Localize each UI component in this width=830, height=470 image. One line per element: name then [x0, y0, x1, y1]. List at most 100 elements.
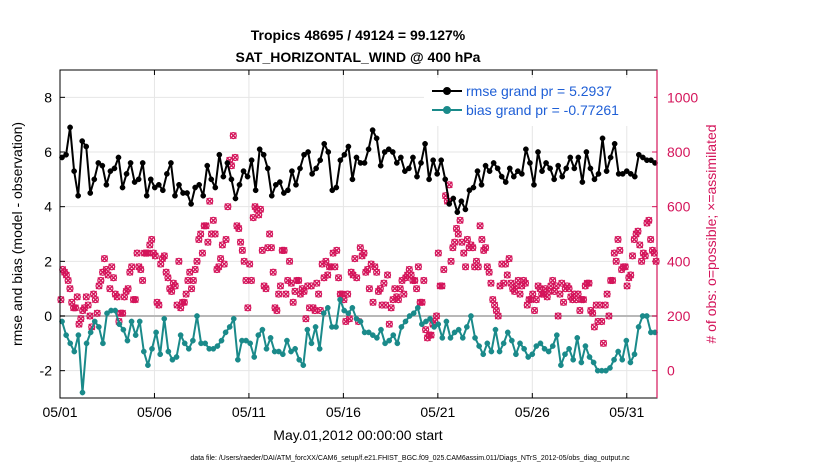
possible-obs-marker: [202, 222, 210, 230]
rmse-point: [514, 168, 521, 174]
bias-point: [590, 359, 597, 366]
rmse-point: [252, 187, 259, 194]
rmse-point: [498, 173, 505, 180]
bias-point: [112, 307, 119, 314]
rmse-point: [111, 165, 118, 172]
assimilated-obs-marker: [204, 238, 212, 246]
assimilated-obs-marker: [469, 244, 477, 252]
bias-point: [345, 310, 352, 317]
bias-point: [91, 318, 98, 325]
possible-obs-marker: [333, 246, 341, 254]
rmse-point: [462, 206, 469, 213]
possible-obs-marker: [447, 257, 455, 265]
rmse-point: [220, 173, 227, 180]
assimilated-obs-marker: [364, 266, 372, 274]
bias-point: [87, 329, 94, 336]
assimilated-obs-marker: [360, 249, 368, 257]
assimilated-obs-marker: [102, 266, 110, 274]
bias-point: [611, 356, 617, 363]
possible-obs-marker: [285, 257, 294, 265]
assimilated-obs-marker: [645, 216, 653, 224]
bias-point: [267, 335, 274, 341]
assimilated-obs-marker: [66, 285, 74, 293]
possible-obs-marker: [235, 224, 243, 233]
rmse-point: [240, 168, 247, 174]
assimilated-obs-marker: [456, 216, 464, 224]
assimilated-obs-marker: [538, 290, 546, 298]
assimilated-obs-marker: [476, 222, 484, 230]
rmse-point: [208, 176, 215, 183]
rmse-point: [531, 181, 537, 188]
assimilated-obs-marker: [560, 298, 568, 306]
rmse-point: [510, 173, 517, 180]
assimilated-obs-marker: [344, 290, 352, 298]
assimilated-obs-marker: [275, 290, 283, 298]
assimilated-obs-marker: [286, 257, 294, 265]
assimilated-obs-marker: [599, 339, 607, 347]
possible-obs-marker: [634, 227, 642, 235]
rmse-point: [398, 154, 404, 161]
bias-point: [214, 343, 221, 349]
rmse-point: [91, 176, 98, 183]
bias-point: [533, 343, 540, 349]
bias-point: [562, 351, 568, 358]
assimilated-obs-marker: [237, 238, 245, 246]
bias-point: [145, 362, 151, 369]
rmse-point: [228, 176, 235, 183]
assimilated-obs-marker: [612, 257, 620, 265]
rmse-point: [164, 171, 170, 177]
assimilated-obs-marker: [180, 298, 188, 306]
assimilated-obs-marker: [365, 285, 373, 293]
assimilated-obs-marker: [438, 282, 446, 290]
possible-obs-marker: [100, 255, 109, 263]
possible-obs-marker: [236, 238, 245, 246]
bias-point: [304, 326, 311, 333]
possible-obs-marker: [300, 287, 308, 295]
assimilated-obs-marker: [157, 260, 165, 268]
assimilated-obs-marker: [222, 235, 230, 243]
possible-obs-marker: [363, 265, 372, 274]
rmse-point: [192, 184, 198, 191]
possible-obs-marker: [418, 298, 426, 306]
rmse-point: [256, 146, 263, 153]
assimilated-obs-marker: [460, 249, 468, 257]
rmse-point: [188, 201, 194, 207]
possible-obs-marker: [204, 238, 212, 246]
possible-obs-marker: [460, 249, 468, 257]
bias-point: [619, 356, 626, 363]
bias-point: [177, 332, 184, 338]
assimilated-obs-marker: [610, 249, 618, 257]
rmse-point: [95, 160, 102, 166]
rmse-point: [301, 151, 307, 158]
rmse-point: [579, 179, 586, 185]
rmse-point: [587, 165, 594, 172]
bias-point: [349, 304, 356, 311]
rmse-point: [333, 184, 340, 191]
assimilated-obs-marker: [186, 268, 194, 276]
possible-obs-marker: [282, 290, 290, 298]
assimilated-obs-marker: [572, 296, 580, 304]
bias-point: [566, 345, 572, 352]
rmse-point: [527, 160, 533, 166]
bias-point: [218, 337, 225, 344]
assimilated-obs-marker: [585, 279, 593, 287]
assimilated-obs-marker: [188, 285, 196, 293]
assimilated-obs-marker: [91, 296, 99, 304]
rmse-point: [264, 165, 271, 172]
rmse-point: [385, 146, 392, 153]
rmse-point: [123, 171, 130, 177]
assimilated-obs-marker: [335, 274, 343, 282]
rmse-point: [426, 176, 432, 183]
bias-point: [459, 335, 466, 341]
possible-obs-marker: [238, 246, 246, 254]
assimilated-obs-marker: [331, 263, 339, 271]
assimilated-obs-marker: [209, 216, 217, 224]
bias-point: [578, 359, 585, 366]
assimilated-obs-marker: [220, 260, 228, 268]
bias-point: [230, 315, 237, 322]
rmse-point: [535, 149, 541, 155]
possible-obs-marker: [599, 339, 608, 347]
assimilated-obs-marker: [636, 241, 644, 249]
x-tick-label: 05/06: [137, 404, 172, 420]
assimilated-obs-marker: [267, 244, 275, 252]
